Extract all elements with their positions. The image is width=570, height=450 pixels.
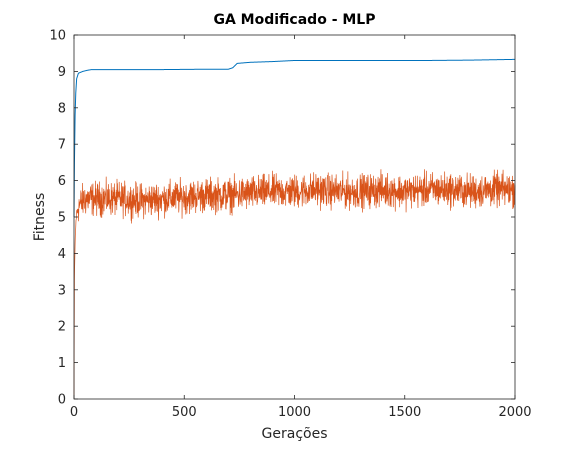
y-tick-label: 9 [58, 65, 66, 80]
x-tick-label: 1500 [388, 405, 421, 420]
series-mean-fitness-line [73, 169, 516, 400]
series-best-fitness-line [73, 58, 515, 218]
y-axis-label: Fitness [32, 193, 48, 242]
y-tick-label: 8 [58, 101, 66, 116]
y-tick-label: 7 [58, 138, 66, 153]
y-tick-label: 3 [58, 283, 66, 298]
plot-area [74, 35, 515, 399]
y-tick-label: 1 [58, 356, 66, 371]
x-axis-label: Gerações [262, 426, 328, 442]
x-tick-label: 2000 [498, 405, 531, 420]
x-tick-label: 500 [172, 405, 197, 420]
x-tick-label: 1000 [278, 405, 311, 420]
ticks-layer: 0 500 1000 1500 2000 0 1 2 3 4 5 6 7 8 9 10 [49, 29, 531, 421]
y-tick-label: 4 [58, 247, 66, 262]
y-tick-label: 6 [58, 174, 66, 189]
chart-title: GA Modificado - MLP [213, 12, 375, 28]
x-tick-label: 0 [70, 405, 78, 420]
y-tick-label: 2 [58, 320, 66, 335]
y-tick-label: 10 [49, 29, 66, 44]
series-layer [73, 58, 516, 400]
y-tick-label: 0 [58, 393, 66, 408]
y-tick-label: 5 [58, 211, 66, 226]
